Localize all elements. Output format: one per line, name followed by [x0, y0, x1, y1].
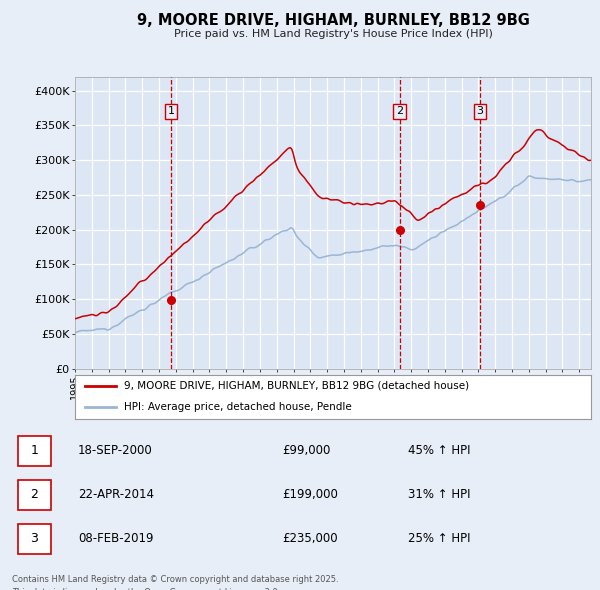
Text: £235,000: £235,000: [282, 532, 338, 545]
FancyBboxPatch shape: [18, 480, 51, 510]
Text: 9, MOORE DRIVE, HIGHAM, BURNLEY, BB12 9BG: 9, MOORE DRIVE, HIGHAM, BURNLEY, BB12 9B…: [137, 13, 529, 28]
Text: 08-FEB-2019: 08-FEB-2019: [78, 532, 154, 545]
Text: 3: 3: [476, 106, 484, 116]
Text: 3: 3: [31, 532, 38, 545]
Text: 2: 2: [396, 106, 403, 116]
FancyBboxPatch shape: [18, 523, 51, 554]
Text: HPI: Average price, detached house, Pendle: HPI: Average price, detached house, Pend…: [124, 402, 352, 411]
Text: 18-SEP-2000: 18-SEP-2000: [78, 444, 153, 457]
Text: 2: 2: [31, 488, 38, 501]
Text: 1: 1: [167, 106, 175, 116]
Text: Price paid vs. HM Land Registry's House Price Index (HPI): Price paid vs. HM Land Registry's House …: [173, 30, 493, 39]
Text: £99,000: £99,000: [282, 444, 331, 457]
Text: 22-APR-2014: 22-APR-2014: [78, 488, 154, 501]
Text: 1: 1: [31, 444, 38, 457]
Text: 31% ↑ HPI: 31% ↑ HPI: [408, 488, 470, 501]
Text: 9, MOORE DRIVE, HIGHAM, BURNLEY, BB12 9BG (detached house): 9, MOORE DRIVE, HIGHAM, BURNLEY, BB12 9B…: [124, 381, 469, 391]
Text: £199,000: £199,000: [282, 488, 338, 501]
FancyBboxPatch shape: [18, 435, 51, 466]
Text: 25% ↑ HPI: 25% ↑ HPI: [408, 532, 470, 545]
Text: 45% ↑ HPI: 45% ↑ HPI: [408, 444, 470, 457]
Text: Contains HM Land Registry data © Crown copyright and database right 2025.
This d: Contains HM Land Registry data © Crown c…: [12, 575, 338, 590]
